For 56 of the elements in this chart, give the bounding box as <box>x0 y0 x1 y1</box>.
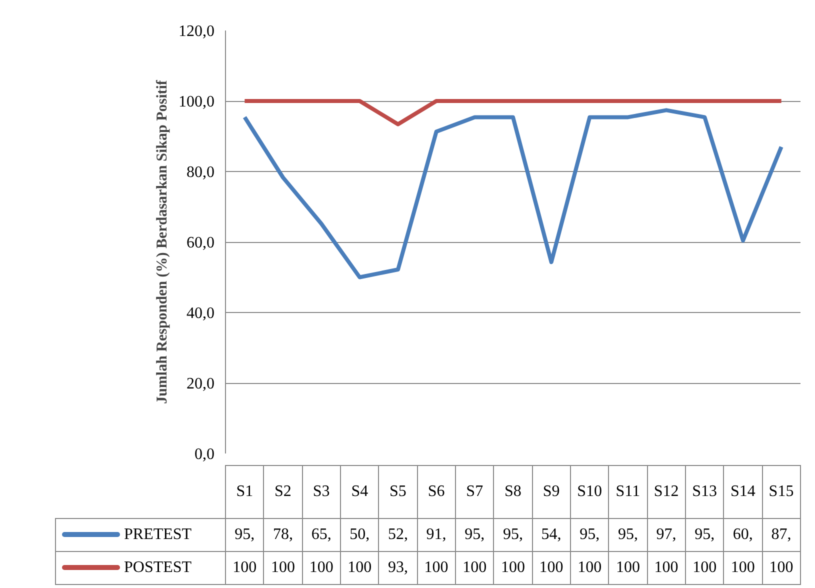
y-tick-label: 20,0 <box>186 376 214 392</box>
x-tick-label: S13 <box>685 466 724 518</box>
data-label: 87, <box>762 518 800 552</box>
x-tick-label: S4 <box>340 466 379 518</box>
data-label: 100 <box>417 552 456 584</box>
data-label: 95, <box>494 518 532 552</box>
x-tick-label: S8 <box>494 466 532 518</box>
data-label: 95, <box>226 518 264 552</box>
data-label: 97, <box>647 518 686 552</box>
x-tick-label: S5 <box>378 466 418 518</box>
data-label: 95, <box>570 518 609 552</box>
y-tick-label: 40,0 <box>186 305 214 322</box>
x-tick-label: S14 <box>724 466 762 518</box>
legend-label: POSTEST <box>124 558 192 576</box>
data-label: 100 <box>724 552 762 584</box>
data-label: 93, <box>378 552 418 584</box>
data-label: 54, <box>532 518 570 552</box>
data-label: 60, <box>724 518 762 552</box>
data-label: 100 <box>647 552 686 584</box>
data-label: 100 <box>340 552 379 584</box>
data-label: 100 <box>494 552 532 584</box>
data-label: 100 <box>455 552 494 584</box>
data-label: 91, <box>417 518 456 552</box>
x-tick-label: S10 <box>570 466 609 518</box>
legend-label: PRETEST <box>124 526 192 543</box>
data-label: 50, <box>340 518 379 552</box>
x-tick-label: S3 <box>302 466 340 518</box>
x-tick-label: S6 <box>417 466 456 518</box>
data-label: 100 <box>532 552 570 584</box>
x-tick-label: S11 <box>608 466 648 518</box>
y-tick-label: 100,0 <box>178 94 214 110</box>
x-tick-label: S7 <box>455 466 494 518</box>
y-tick-label: 60,0 <box>186 234 214 252</box>
data-label: 65, <box>302 518 340 552</box>
x-tick-label: S15 <box>762 466 800 518</box>
data-label: 100 <box>226 552 264 584</box>
line-series <box>242 108 784 280</box>
data-label: 100 <box>685 552 724 584</box>
data-label: 100 <box>302 552 340 584</box>
x-tick-label: S9 <box>532 466 570 518</box>
x-tick-label: S2 <box>264 466 302 518</box>
data-label: 52, <box>378 518 418 552</box>
data-label: 95, <box>455 518 494 552</box>
y-tick-label: 120,0 <box>178 23 214 40</box>
x-tick-label: S12 <box>647 466 686 518</box>
y-axis-title: Jumlah Responden (%) Berdasarkan Sikap Positif <box>154 79 170 404</box>
x-tick-label: S1 <box>226 466 264 518</box>
data-label: 78, <box>264 518 302 552</box>
data-label: 95, <box>608 518 648 552</box>
data-label: 100 <box>608 552 648 584</box>
y-tick-label: 80,0 <box>186 164 214 181</box>
data-label: 95, <box>685 518 724 552</box>
data-label: 100 <box>264 552 302 584</box>
data-label: 100 <box>570 552 609 584</box>
data-label: 100 <box>762 552 800 584</box>
y-tick-label: 0,0 <box>194 446 214 463</box>
